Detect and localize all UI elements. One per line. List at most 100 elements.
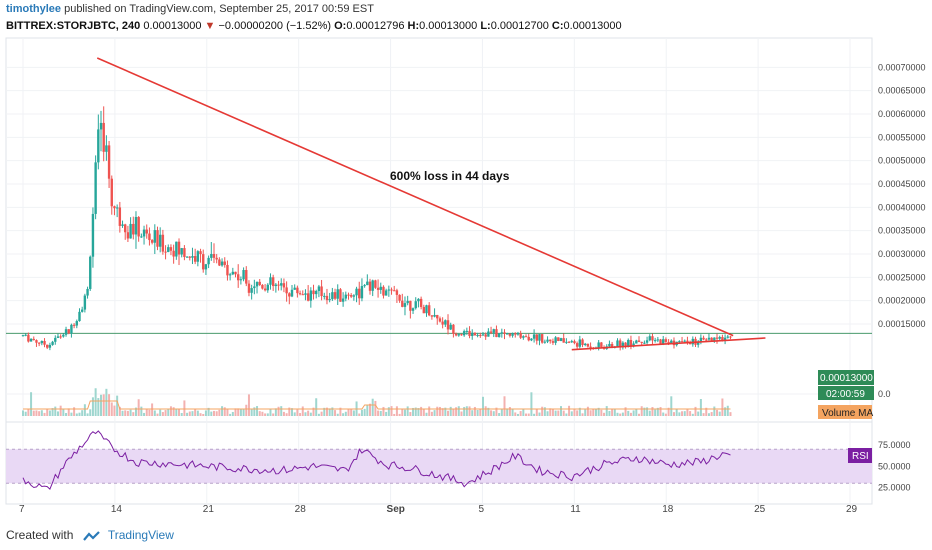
candle-body — [70, 324, 73, 334]
author-link[interactable]: timothylee — [6, 3, 62, 15]
volume-bar — [495, 407, 498, 416]
volume-bar — [237, 408, 240, 416]
candle-body — [573, 341, 576, 344]
volume-bar — [395, 406, 398, 416]
volume-bar — [441, 408, 444, 416]
candle-body — [177, 241, 181, 255]
candle-body — [530, 338, 533, 341]
volume-bar — [113, 405, 116, 416]
volume-bar — [175, 409, 178, 416]
volume-bar — [694, 406, 697, 416]
volume-bar — [616, 412, 619, 416]
candle-body — [121, 224, 124, 226]
time-tick-label: 28 — [295, 504, 307, 515]
candle-body — [390, 289, 393, 291]
volume-bar — [651, 407, 654, 416]
price-tick-label: 0.00050000 — [878, 156, 926, 166]
volume-bar — [729, 412, 732, 416]
candle-body — [680, 341, 684, 343]
rsi-badge-bg — [848, 448, 872, 463]
volume-bar — [239, 409, 242, 416]
volume-bar — [605, 406, 608, 416]
volume-bar — [110, 402, 113, 416]
candle-body — [40, 340, 44, 344]
candle-body — [503, 332, 506, 334]
candle-body — [640, 341, 643, 343]
close-label: C: — [551, 20, 564, 32]
candle-body — [110, 178, 113, 207]
candle-body — [129, 223, 132, 239]
volume-bar — [317, 413, 320, 416]
volume-bar — [403, 409, 406, 416]
tradingview-brand[interactable]: TradingView — [107, 528, 174, 542]
volume-bar — [70, 412, 73, 416]
candle-body — [306, 293, 310, 301]
candle-body — [199, 251, 202, 255]
volume-bar — [713, 406, 716, 416]
symbol-name[interactable]: BITTREX:STORJBTC, 240 — [6, 20, 141, 32]
volume-bar — [56, 411, 59, 416]
low-label: L: — [480, 20, 491, 32]
candle-body — [506, 333, 509, 335]
volume-bar — [121, 410, 124, 416]
volume-bar — [689, 411, 692, 416]
volume-bar — [180, 413, 183, 416]
volume-bar — [73, 407, 76, 416]
candle-body — [371, 280, 374, 291]
volume-bar — [164, 410, 167, 416]
candle-body — [102, 122, 105, 152]
price-tick-label: 0.00045000 — [878, 179, 926, 189]
volume-bar — [336, 413, 339, 416]
volume-bar — [67, 408, 70, 416]
candle-body — [403, 303, 407, 307]
volume-bar — [210, 411, 213, 416]
candle-body — [643, 342, 646, 344]
candle-body — [411, 308, 415, 311]
volume-bar — [643, 407, 646, 416]
volume-bar — [702, 413, 705, 416]
volume-bar — [194, 409, 197, 416]
candle-body — [707, 337, 711, 340]
volume-bar — [672, 412, 675, 416]
volume-bar — [280, 406, 283, 416]
candle-body — [204, 264, 208, 270]
candle-body — [481, 334, 485, 336]
candle-body — [37, 342, 41, 344]
candle-body — [419, 298, 423, 307]
volume-bar — [301, 406, 304, 416]
volume-bar — [344, 411, 347, 416]
volume-bar — [258, 411, 261, 416]
candle-body — [444, 320, 447, 325]
candle-body — [339, 289, 342, 302]
volume-bar — [629, 412, 632, 416]
time-tick-label: 25 — [754, 504, 766, 515]
volume-bar — [247, 394, 250, 416]
volume-bar — [619, 413, 622, 416]
volume-bar — [611, 408, 614, 416]
volume-bar — [508, 407, 511, 416]
candle-body — [417, 298, 420, 302]
candle-body — [508, 333, 512, 336]
candle-body — [323, 295, 326, 297]
volume-bar — [600, 409, 603, 416]
volume-bar — [250, 409, 253, 416]
candle-body — [158, 234, 162, 247]
candle-body — [80, 309, 84, 312]
volume-bar — [118, 406, 121, 416]
candle-body — [540, 334, 544, 343]
candle-body — [656, 339, 660, 341]
candle-body — [21, 335, 25, 337]
volume-bar — [81, 410, 84, 416]
volume-bar — [481, 396, 484, 416]
candle-body — [161, 234, 165, 252]
candle-body — [347, 294, 350, 296]
volume-bar — [487, 407, 490, 416]
candle-body — [438, 318, 442, 322]
candle-body — [653, 340, 657, 342]
volume-bar — [202, 413, 205, 416]
candle-body — [309, 290, 313, 301]
volume-bar — [105, 388, 108, 416]
low-value: 0.00012700 — [490, 20, 549, 32]
price-tick-label: 0.0 — [878, 389, 891, 399]
volume-bar — [24, 411, 27, 416]
